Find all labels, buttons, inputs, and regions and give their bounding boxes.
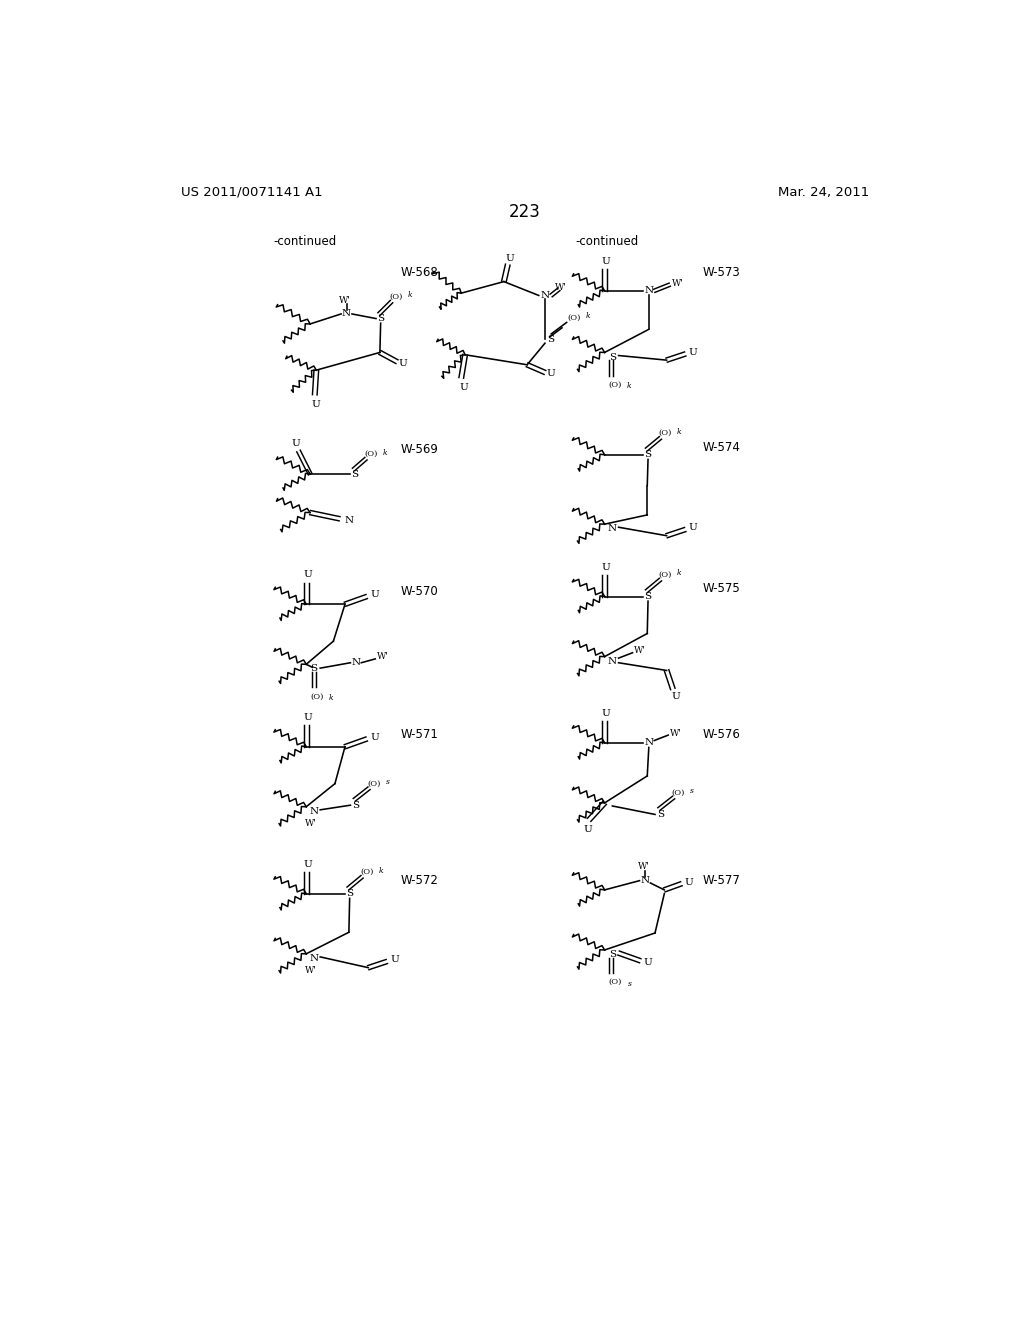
Text: S: S — [310, 664, 317, 673]
Text: N: N — [541, 290, 550, 300]
Text: W': W' — [305, 966, 316, 975]
Text: k: k — [382, 449, 387, 457]
Text: k: k — [586, 313, 591, 321]
Text: S: S — [656, 810, 664, 818]
Text: S: S — [352, 801, 359, 809]
Text: W': W' — [638, 862, 649, 871]
Text: N: N — [342, 309, 351, 318]
Text: k: k — [627, 383, 632, 391]
Text: k: k — [408, 292, 413, 300]
Text: W': W' — [305, 820, 316, 828]
Text: U: U — [459, 383, 468, 392]
Text: N: N — [640, 876, 649, 886]
Text: (O): (O) — [364, 450, 377, 458]
Text: N: N — [344, 516, 353, 525]
Text: S: S — [609, 352, 616, 362]
Text: U: U — [370, 733, 379, 742]
Text: S: S — [644, 593, 651, 601]
Text: (O): (O) — [310, 693, 324, 701]
Text: W-573: W-573 — [703, 265, 740, 279]
Text: S: S — [346, 890, 353, 898]
Text: (O): (O) — [609, 380, 623, 389]
Text: W': W' — [377, 652, 389, 661]
Text: W-574: W-574 — [703, 441, 741, 454]
Text: 223: 223 — [509, 203, 541, 222]
Text: S: S — [351, 470, 358, 479]
Text: W-568: W-568 — [400, 265, 438, 279]
Text: k: k — [677, 428, 681, 436]
Text: (O): (O) — [609, 978, 623, 986]
Text: (O): (O) — [658, 429, 672, 437]
Text: U: U — [602, 562, 610, 572]
Text: W-570: W-570 — [400, 585, 438, 598]
Text: U: U — [292, 438, 301, 447]
Text: S: S — [609, 950, 616, 960]
Text: k: k — [677, 569, 681, 577]
Text: W-576: W-576 — [703, 727, 741, 741]
Text: U: U — [390, 956, 399, 965]
Text: U: U — [602, 709, 610, 718]
Text: U: U — [312, 400, 321, 408]
Text: S: S — [644, 450, 651, 459]
Text: (O): (O) — [567, 314, 581, 322]
Text: Mar. 24, 2011: Mar. 24, 2011 — [777, 186, 869, 199]
Text: N: N — [644, 286, 653, 296]
Text: US 2011/0071141 A1: US 2011/0071141 A1 — [180, 186, 323, 199]
Text: U: U — [506, 253, 514, 263]
Text: U: U — [303, 570, 312, 579]
Text: s: s — [386, 777, 389, 787]
Text: W': W' — [555, 284, 566, 292]
Text: s: s — [628, 979, 632, 987]
Text: U: U — [688, 348, 697, 356]
Text: U: U — [303, 713, 312, 722]
Text: N: N — [309, 954, 318, 962]
Text: -continued: -continued — [575, 235, 639, 248]
Text: W-571: W-571 — [400, 727, 438, 741]
Text: (O): (O) — [672, 789, 685, 797]
Text: U: U — [547, 370, 556, 379]
Text: W': W' — [670, 729, 682, 738]
Text: W': W' — [634, 645, 645, 655]
Text: (O): (O) — [367, 780, 380, 788]
Text: S: S — [548, 335, 555, 343]
Text: s: s — [690, 787, 694, 796]
Text: (O): (O) — [360, 869, 374, 876]
Text: U: U — [688, 524, 697, 532]
Text: U: U — [644, 958, 652, 966]
Text: N: N — [608, 524, 616, 533]
Text: N: N — [644, 738, 653, 747]
Text: N: N — [351, 659, 360, 667]
Text: W': W' — [672, 279, 683, 288]
Text: U: U — [584, 825, 592, 833]
Text: U: U — [602, 257, 610, 267]
Text: S: S — [377, 314, 384, 323]
Text: (O): (O) — [658, 572, 672, 579]
Text: W': W' — [339, 296, 351, 305]
Text: k: k — [329, 694, 334, 702]
Text: U: U — [685, 878, 693, 887]
Text: U: U — [398, 359, 408, 368]
Text: W-575: W-575 — [703, 582, 740, 594]
Text: (O): (O) — [389, 293, 402, 301]
Text: W-572: W-572 — [400, 874, 438, 887]
Text: -continued: -continued — [273, 235, 336, 248]
Text: U: U — [303, 861, 312, 869]
Text: W-569: W-569 — [400, 444, 438, 455]
Text: N: N — [309, 807, 318, 816]
Text: k: k — [378, 867, 383, 875]
Text: W-577: W-577 — [703, 874, 741, 887]
Text: U: U — [370, 590, 379, 599]
Text: N: N — [608, 657, 616, 665]
Text: U: U — [672, 692, 680, 701]
